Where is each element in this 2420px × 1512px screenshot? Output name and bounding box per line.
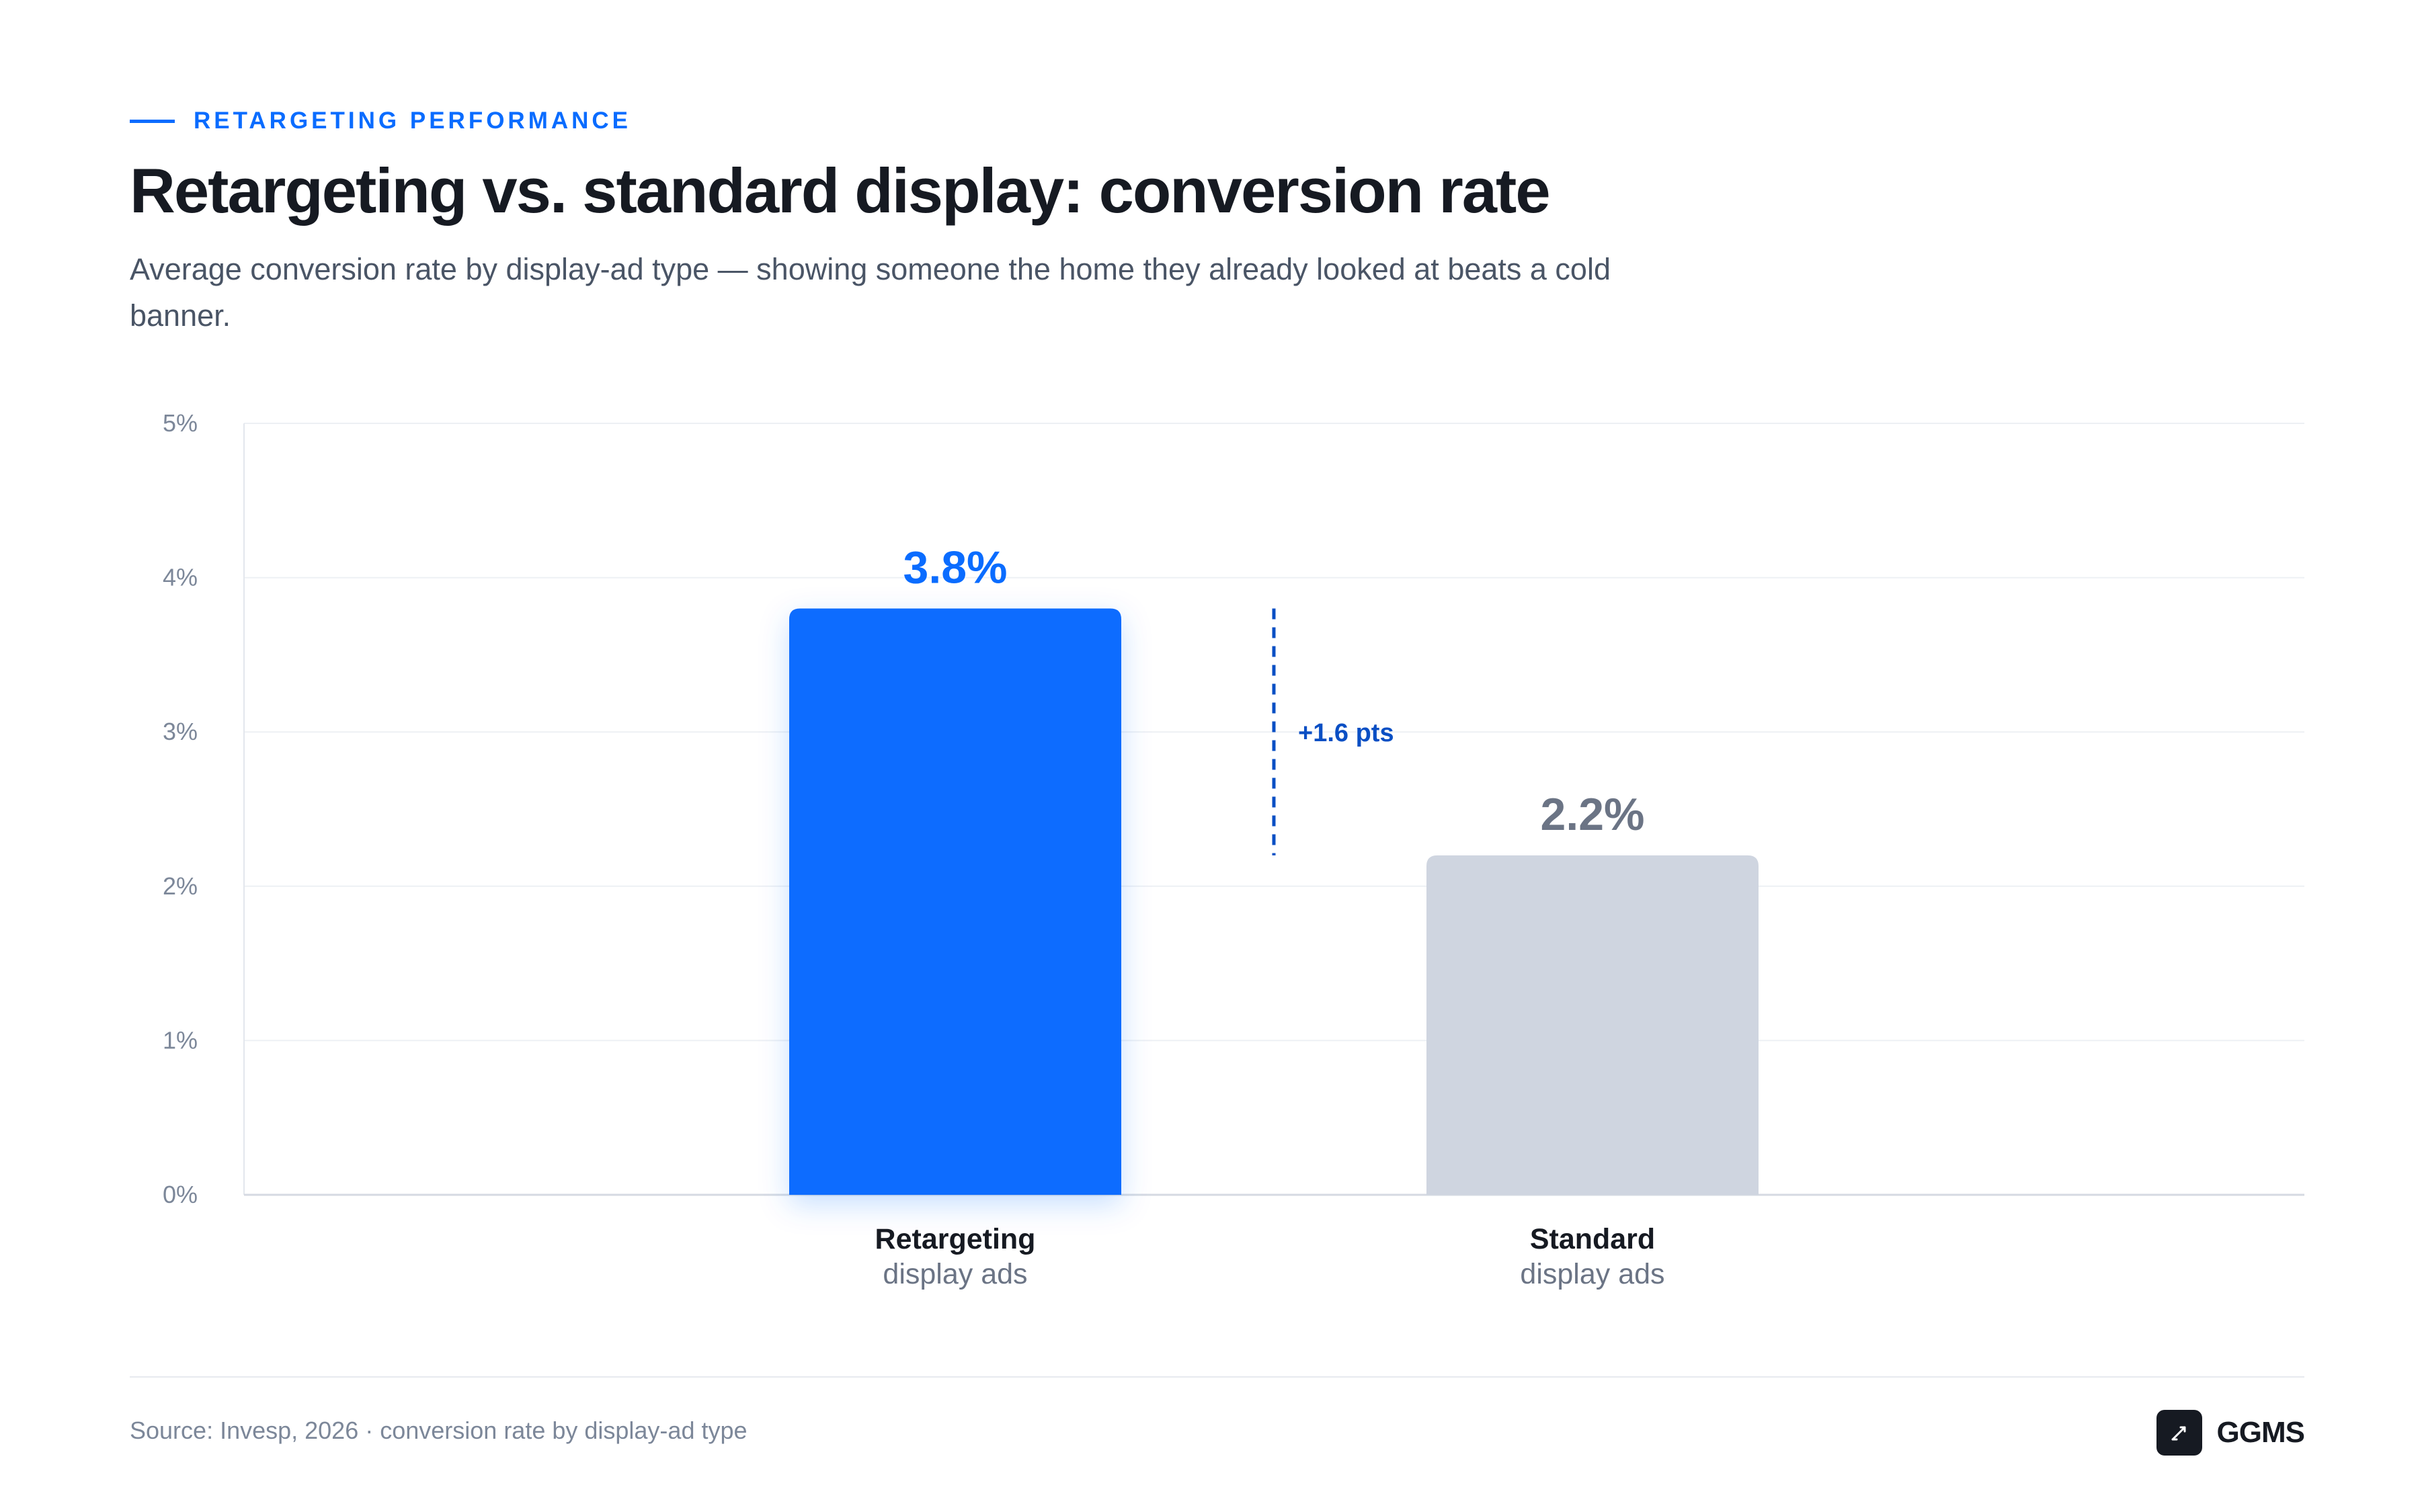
difference-label: +1.6 pts	[1298, 719, 1394, 747]
eyebrow: RETARGETING PERFORMANCE	[130, 106, 631, 136]
brand: GGMS	[2156, 1410, 2305, 1456]
eyebrow-rule	[130, 119, 175, 123]
chart-subtitle: Average conversion rate by display-ad ty…	[130, 252, 1611, 333]
source-note: Source: Invesp, 2026 · conversion rate b…	[130, 1417, 748, 1444]
brand-name: GGMS	[2216, 1416, 2305, 1449]
y-tick-label: 5%	[163, 409, 198, 437]
x-tick-label-line2: display ads	[883, 1258, 1027, 1290]
y-tick-label: 0%	[163, 1181, 198, 1208]
x-tick-label-line1: Standard	[1530, 1223, 1655, 1255]
y-tick-label: 1%	[163, 1026, 198, 1054]
x-tick-label-line2: display ads	[1520, 1258, 1664, 1290]
eyebrow-text: RETARGETING PERFORMANCE	[194, 108, 632, 134]
y-tick-label: 2%	[163, 872, 198, 900]
bar-standard	[1426, 855, 1759, 1195]
y-tick-label: 4%	[163, 564, 198, 591]
bar-retargeting	[789, 608, 1121, 1195]
chart-title: Retargeting vs. standard display: conver…	[130, 155, 1551, 226]
footer-divider	[130, 1376, 2304, 1378]
data-label: 3.8%	[903, 542, 1008, 593]
y-tick-label: 3%	[163, 718, 198, 745]
data-label: 2.2%	[1541, 789, 1645, 840]
x-tick-label-line1: Retargeting	[875, 1223, 1036, 1255]
brand-logo-icon	[2156, 1410, 2202, 1456]
